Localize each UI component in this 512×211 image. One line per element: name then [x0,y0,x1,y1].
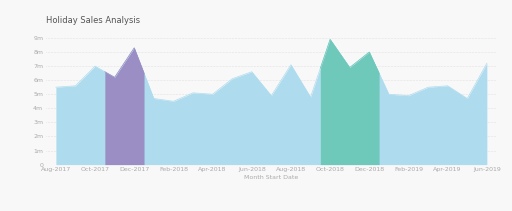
X-axis label: Month Start Date: Month Start Date [244,175,298,180]
Text: Holiday Sales Analysis: Holiday Sales Analysis [46,16,140,25]
